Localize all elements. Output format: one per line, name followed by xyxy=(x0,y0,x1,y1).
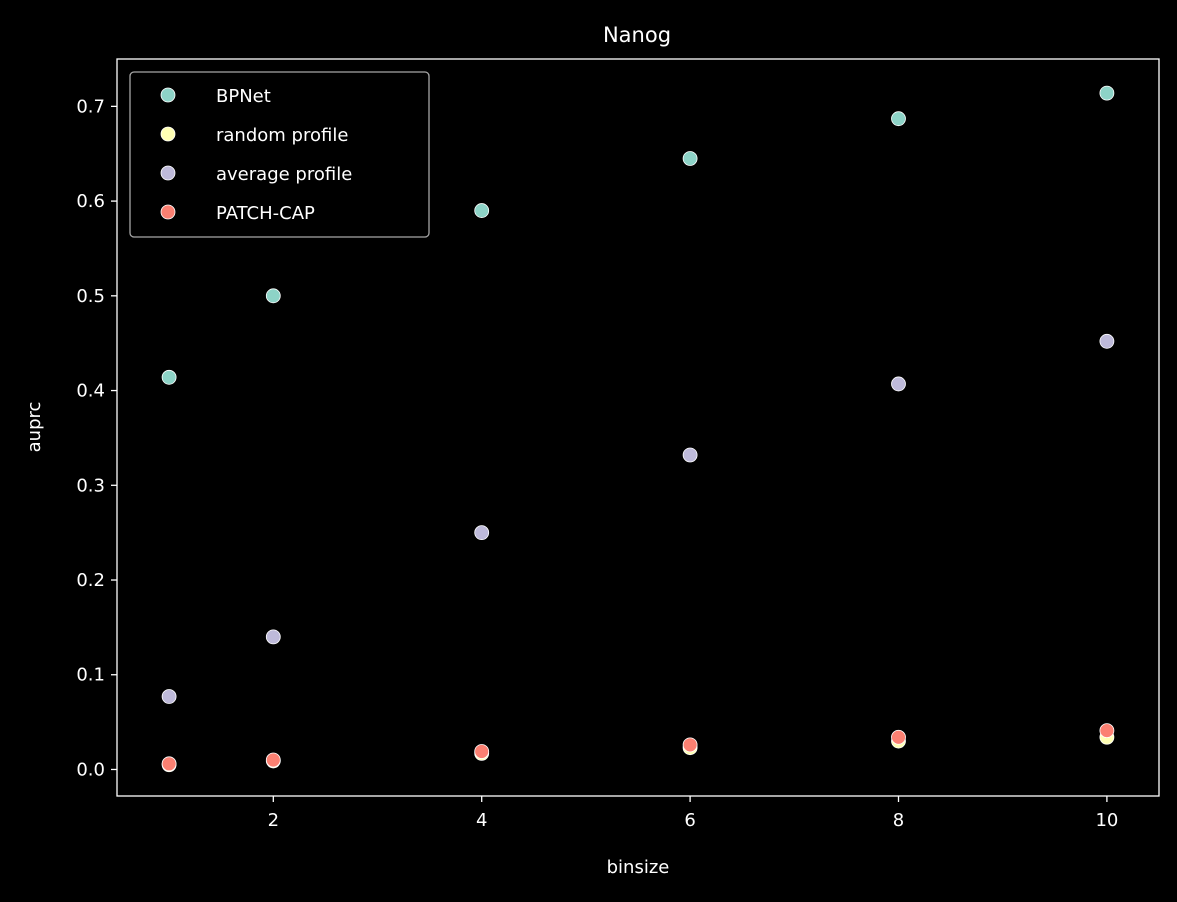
data-point xyxy=(161,689,177,704)
legend: BPNet random profile average profile PATCH-… xyxy=(129,71,430,238)
series-bpnet xyxy=(161,85,1115,385)
y-tick-label: 0.1 xyxy=(76,665,105,686)
data-point xyxy=(265,752,281,768)
x-axis-ticks: 2 4 6 8 10 xyxy=(268,796,1118,831)
data-point xyxy=(474,744,490,759)
x-tick-label: 10 xyxy=(1095,810,1118,831)
y-tick-label: 0.6 xyxy=(76,191,105,212)
data-point xyxy=(891,111,906,127)
y-axis-label: auprc xyxy=(24,402,45,453)
legend-marker xyxy=(160,165,176,181)
legend-label: average profile xyxy=(216,164,352,185)
data-point xyxy=(891,376,906,392)
data-point xyxy=(1099,723,1115,739)
y-axis-ticks: 0.0 0.1 0.2 0.3 0.4 0.5 0.6 0.7 xyxy=(76,96,117,780)
legend-marker xyxy=(160,126,176,142)
data-point xyxy=(474,525,490,541)
legend-label: PATCH-CAP xyxy=(216,203,315,224)
legend-box xyxy=(129,71,430,238)
x-tick-label: 4 xyxy=(476,810,487,831)
x-axis-label: binsize xyxy=(607,857,670,878)
x-tick-label: 2 xyxy=(268,810,279,831)
legend-label: random profile xyxy=(216,125,348,146)
x-tick-label: 6 xyxy=(684,810,695,831)
data-point xyxy=(265,629,281,645)
data-point xyxy=(161,756,177,772)
data-point xyxy=(1099,333,1115,349)
y-tick-label: 0.0 xyxy=(76,759,105,780)
plot-frame xyxy=(116,58,1160,797)
legend-marker xyxy=(160,87,176,103)
y-tick-label: 0.3 xyxy=(76,475,105,496)
data-point xyxy=(474,203,490,218)
data-point xyxy=(682,737,698,753)
series-average-profile xyxy=(161,333,1115,704)
plot-area xyxy=(161,85,1115,773)
data-point xyxy=(161,369,177,385)
data-point xyxy=(1099,85,1115,101)
data-point xyxy=(682,447,698,463)
y-tick-label: 0.4 xyxy=(76,381,105,402)
legend-marker xyxy=(160,204,176,220)
data-point xyxy=(265,288,281,304)
y-tick-label: 0.5 xyxy=(76,286,105,307)
series-patch-cap xyxy=(161,723,1115,772)
x-tick-label: 8 xyxy=(893,810,904,831)
chart-title: Nanog xyxy=(603,23,671,47)
data-point xyxy=(682,151,698,166)
legend-label: BPNet xyxy=(216,86,271,107)
data-point xyxy=(891,729,906,745)
y-tick-label: 0.7 xyxy=(76,96,105,117)
y-tick-label: 0.2 xyxy=(76,570,105,591)
